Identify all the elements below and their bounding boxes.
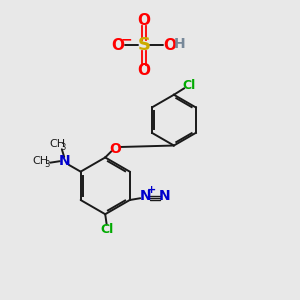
Text: N: N bbox=[140, 189, 151, 203]
Text: H: H bbox=[174, 37, 185, 51]
Text: O: O bbox=[110, 142, 122, 155]
Text: N: N bbox=[58, 154, 70, 168]
Text: O: O bbox=[112, 38, 124, 53]
Text: O: O bbox=[137, 63, 151, 78]
Text: 3: 3 bbox=[61, 143, 66, 152]
Text: Cl: Cl bbox=[100, 223, 113, 236]
Text: −: − bbox=[121, 32, 132, 46]
Text: Cl: Cl bbox=[183, 79, 196, 92]
Text: O: O bbox=[137, 13, 151, 28]
Text: N: N bbox=[159, 189, 170, 203]
Text: CH: CH bbox=[32, 156, 48, 166]
Text: S: S bbox=[137, 37, 151, 55]
Text: CH: CH bbox=[49, 139, 65, 149]
Text: +: + bbox=[147, 185, 157, 195]
Text: 3: 3 bbox=[44, 160, 50, 169]
Text: O: O bbox=[164, 38, 176, 53]
